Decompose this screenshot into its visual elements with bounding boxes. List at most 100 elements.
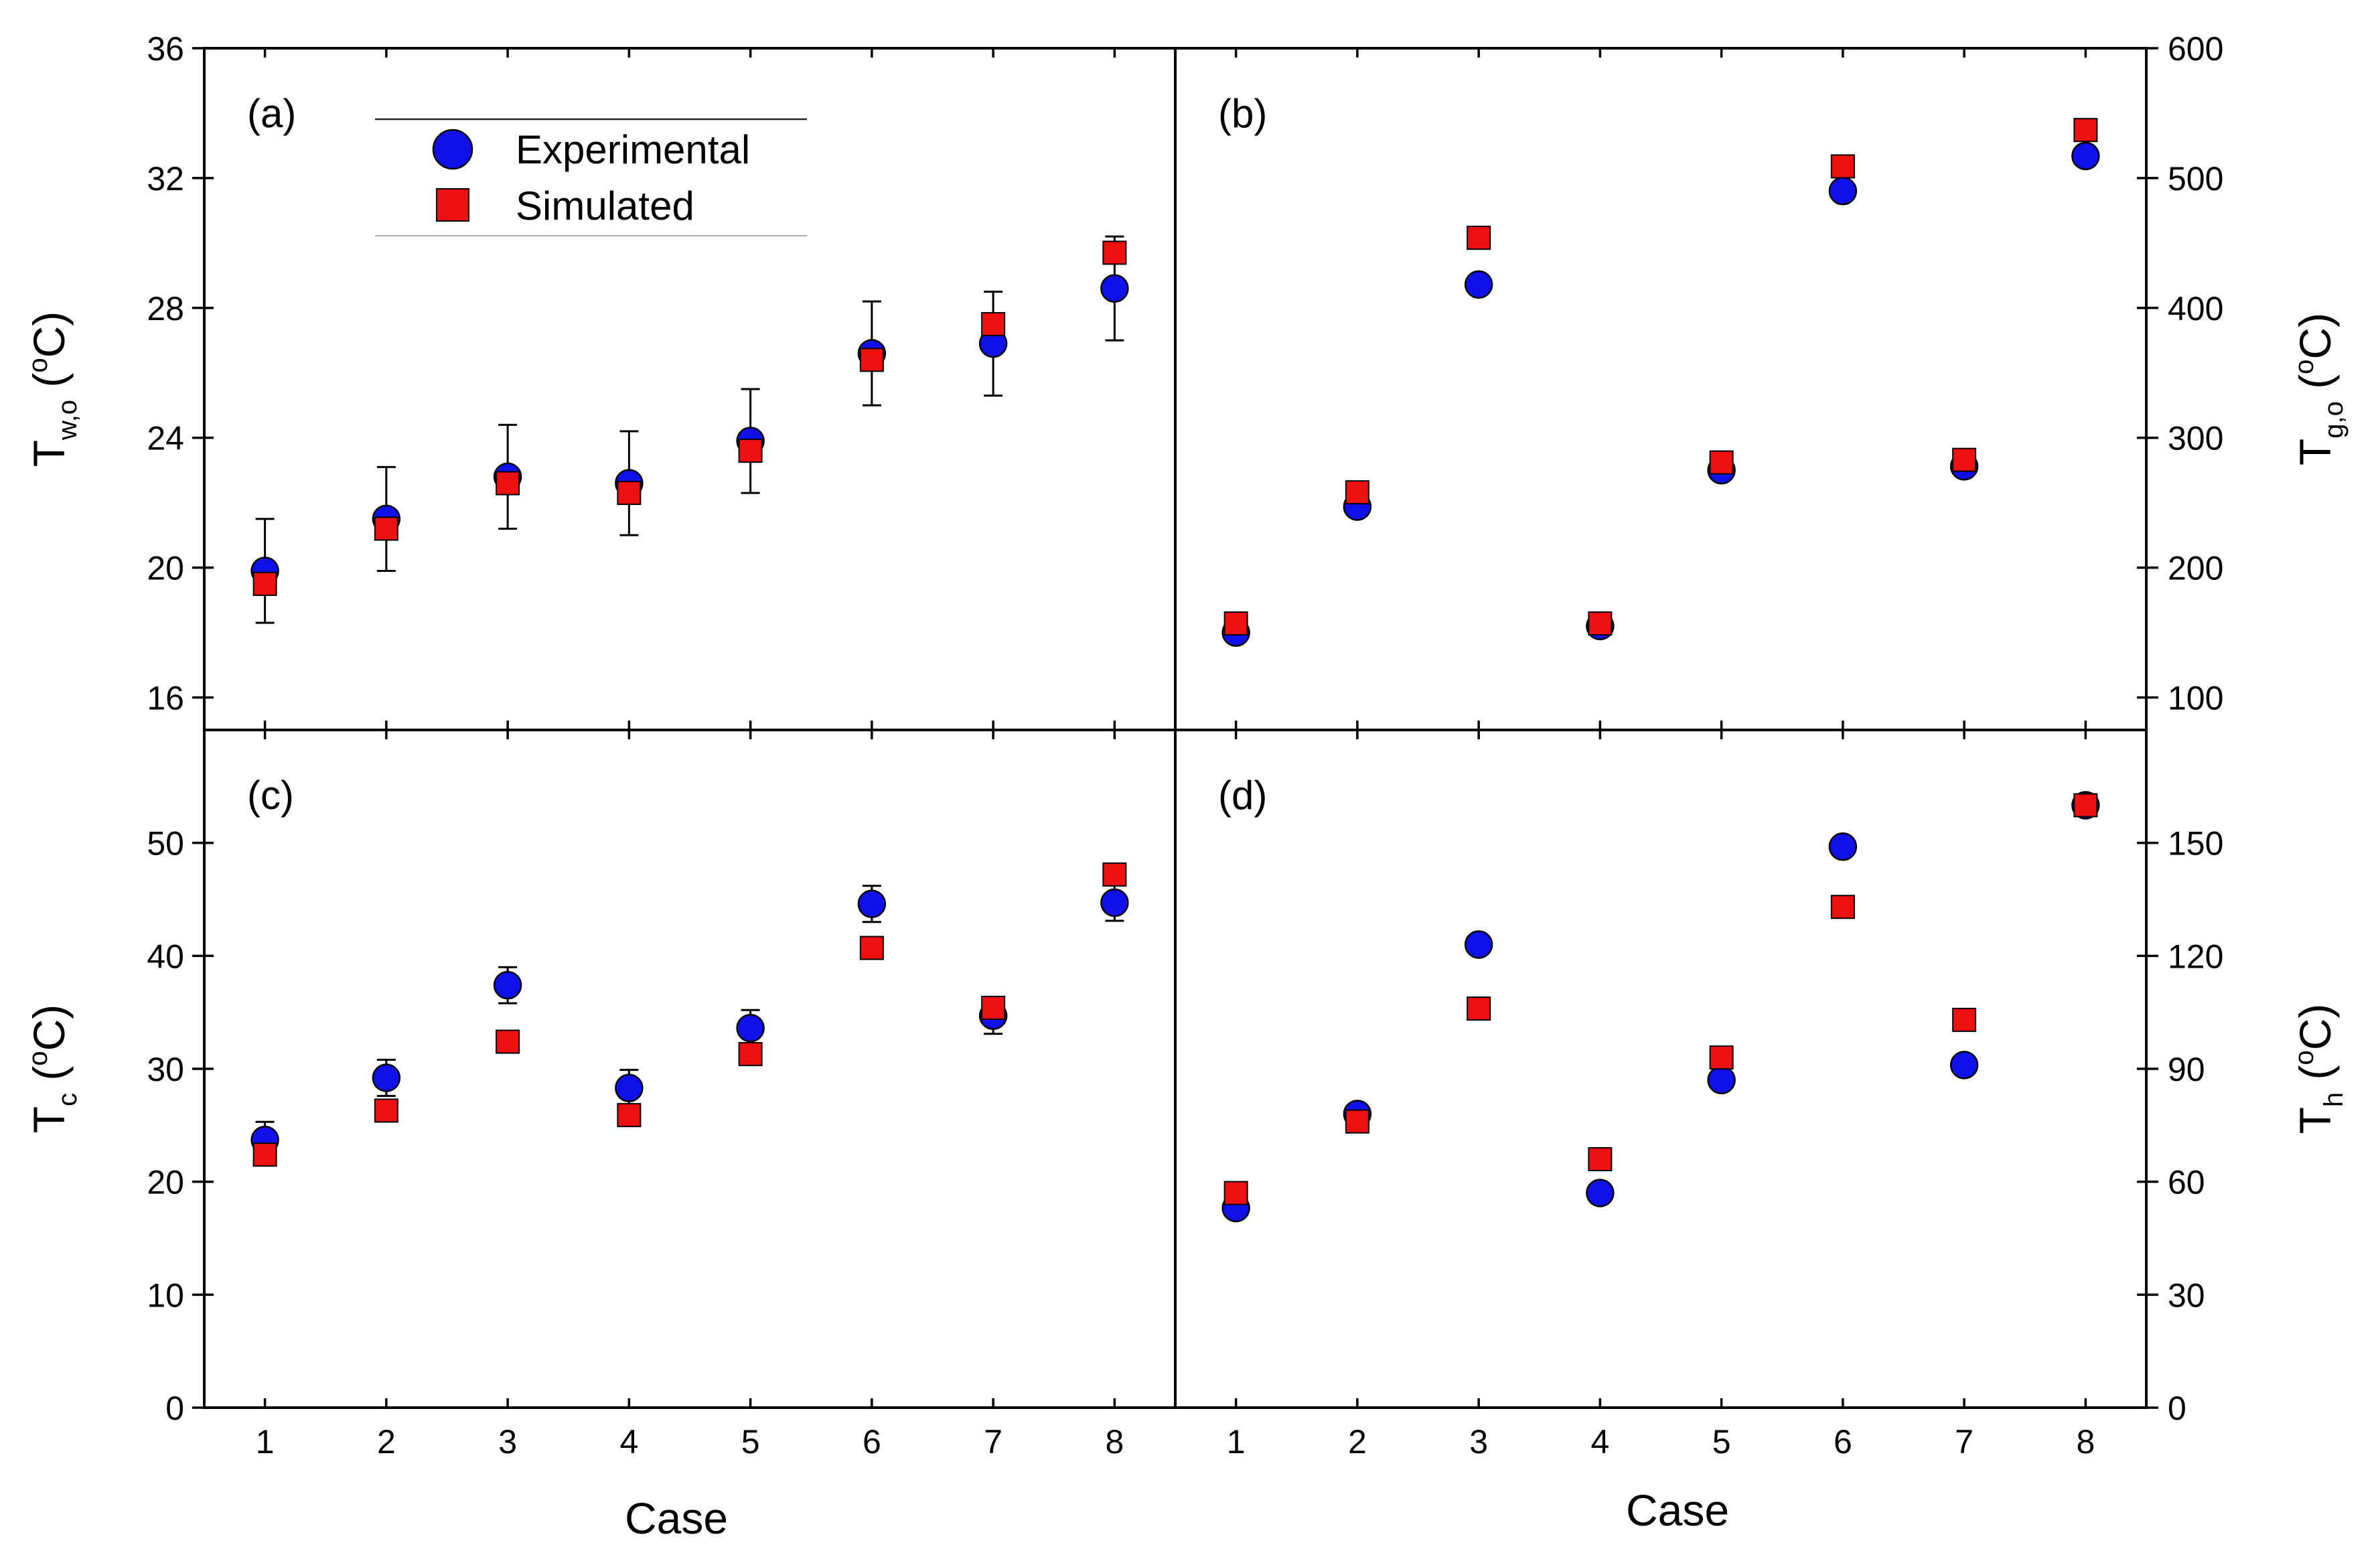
y-title-sub: h xyxy=(2319,1092,2349,1107)
panel-c-x-tick-label: 1 xyxy=(256,1423,275,1461)
panel-d-x-tick-label: 8 xyxy=(2076,1423,2095,1461)
panel-c-experimental-point xyxy=(615,1073,644,1102)
panel-c-simulated-point xyxy=(496,1029,520,1054)
panel-b-y-tick-label: 200 xyxy=(2168,550,2223,587)
panel-c-simulated-point xyxy=(617,1103,642,1128)
panel-c-simulated-point xyxy=(1102,862,1127,887)
panel-c-x-tick-label: 3 xyxy=(498,1423,517,1461)
y-title-unit: C) xyxy=(2290,313,2340,360)
panel-d-label: (d) xyxy=(1218,773,1267,818)
panel-a-y-tick-label: 32 xyxy=(147,160,184,198)
panel-c-label: (c) xyxy=(247,773,294,818)
y-title-sup: o xyxy=(2290,360,2319,374)
panel-b-y-tick-label: 100 xyxy=(2168,680,2223,717)
panel-b-experimental-point xyxy=(1828,177,1858,206)
panel-d-y-tick-label: 150 xyxy=(2168,825,2223,863)
panel-a-y-tick-label: 36 xyxy=(147,30,184,68)
panel-a-y-tick-label: 28 xyxy=(147,290,184,327)
y-title-sub: c xyxy=(53,1093,82,1106)
panel-b-simulated-point xyxy=(1223,611,1248,636)
panel-a-y-tick-label: 24 xyxy=(147,420,184,457)
panel-d-simulated-point xyxy=(1952,1007,1977,1032)
y-title-sub: w,o xyxy=(53,400,82,441)
y-title-sub: g,o xyxy=(2319,401,2349,439)
panel-c-y-axis-title: Tc (oC) xyxy=(23,1005,82,1134)
panel-c-y-tick-label: 0 xyxy=(165,1390,184,1427)
panel-b-experimental-point xyxy=(2071,141,2100,171)
panel-c-experimental-point xyxy=(493,970,522,1000)
panel-d: 1 2 3 4 5 6 7 8 0 30 60 90 120 150 Th (oC) (d) xyxy=(1174,729,2349,1461)
panel-b-experimental-point xyxy=(1464,270,1493,299)
panel-d-simulated-point xyxy=(1467,996,1491,1021)
panel-d-x-tick-label: 1 xyxy=(1227,1423,1246,1461)
panel-c-experimental-point xyxy=(736,1014,765,1043)
panel-b-simulated-point xyxy=(1345,480,1369,505)
panel-a-y-tick-label: 20 xyxy=(147,550,184,587)
panel-c-experimental-point xyxy=(857,889,887,918)
panel-d-experimental-point xyxy=(1586,1179,1615,1207)
y-title-space: ( xyxy=(2290,374,2340,401)
panel-d-y-tick-label: 0 xyxy=(2168,1390,2186,1427)
panel-a-y-tick-label: 16 xyxy=(147,680,184,717)
panel-c-simulated-point xyxy=(738,1042,763,1067)
panel-c-x-tick-label: 2 xyxy=(377,1423,396,1461)
y-title-main: T xyxy=(24,1106,74,1133)
panel-d-simulated-point xyxy=(1709,1045,1734,1070)
panel-a-experimental-point xyxy=(1100,274,1129,303)
panel-d-x-tick-label: 7 xyxy=(1955,1423,1974,1461)
panel-a-y-axis-title: Tw,o (oC) xyxy=(23,311,82,467)
y-title-sup: o xyxy=(23,1051,53,1065)
panel-b-simulated-point xyxy=(1588,611,1613,636)
panel-c-x-tick-label: 7 xyxy=(984,1423,1002,1461)
panel-c-y-tick-label: 10 xyxy=(147,1276,184,1314)
y-title-sup: o xyxy=(2290,1050,2319,1065)
panel-c-x-tick-label: 6 xyxy=(863,1423,881,1461)
panel-d-y-tick-label: 30 xyxy=(2168,1276,2205,1314)
panel-b-label: (b) xyxy=(1218,91,1267,136)
panel-c-experimental-point xyxy=(372,1063,401,1092)
panel-a-simulated-point xyxy=(252,571,277,596)
panel-a-simulated-point xyxy=(496,471,520,496)
y-title-unit: C) xyxy=(24,1005,74,1051)
panel-c-simulated-point xyxy=(374,1098,398,1123)
panel-a-simulated-point xyxy=(1102,240,1127,265)
panel-d-y-tick-label: 90 xyxy=(2168,1051,2205,1088)
panel-c-simulated-point xyxy=(859,936,884,960)
panel-d-simulated-point xyxy=(1588,1146,1613,1171)
panel-b-simulated-point xyxy=(1709,450,1734,475)
panel-d-simulated-point xyxy=(1830,895,1855,919)
panel-c-experimental-point xyxy=(1100,888,1129,917)
panel-d-simulated-point xyxy=(1345,1109,1369,1134)
y-title-main: T xyxy=(2290,439,2340,465)
panel-d-simulated-point xyxy=(1223,1181,1248,1205)
panel-d-x-tick-label: 2 xyxy=(1348,1423,1367,1461)
y-title-unit: C) xyxy=(24,311,74,358)
panel-a-simulated-point xyxy=(738,439,763,463)
panel-c-y-tick-label: 50 xyxy=(147,825,184,863)
y-title-main: T xyxy=(24,440,74,467)
panel-b-simulated-point xyxy=(1830,154,1855,179)
panel-d-y-tick-label: 60 xyxy=(2168,1164,2205,1201)
panel-d-x-tick-label: 4 xyxy=(1590,1423,1609,1461)
y-title-unit: C) xyxy=(2290,1004,2340,1051)
x-axis-title-left: Case xyxy=(625,1493,728,1543)
legend-simulated-marker xyxy=(436,188,469,222)
panel-c-simulated-point xyxy=(981,995,1006,1020)
legend-simulated-label: Simulated xyxy=(516,183,694,228)
panel-b-y-tick-label: 300 xyxy=(2168,420,2223,457)
panel-a-simulated-point xyxy=(859,348,884,372)
legend-experimental-label: Experimental xyxy=(516,127,750,172)
panel-b-simulated-point xyxy=(1467,226,1491,250)
panel-a-simulated-point xyxy=(374,516,398,541)
panel-d-x-tick-label: 5 xyxy=(1712,1423,1731,1461)
x-axis-title-right: Case xyxy=(1626,1485,1729,1535)
y-title-sup: o xyxy=(23,358,53,372)
panel-d-y-axis-title: Th (oC) xyxy=(2290,1004,2349,1134)
panel-d-x-tick-label: 3 xyxy=(1469,1423,1488,1461)
panel-b-y-tick-label: 500 xyxy=(2168,160,2223,198)
y-title-space: ( xyxy=(24,373,74,400)
panel-b-y-tick-label: 400 xyxy=(2168,290,2223,327)
panel-a-simulated-point xyxy=(617,481,642,506)
